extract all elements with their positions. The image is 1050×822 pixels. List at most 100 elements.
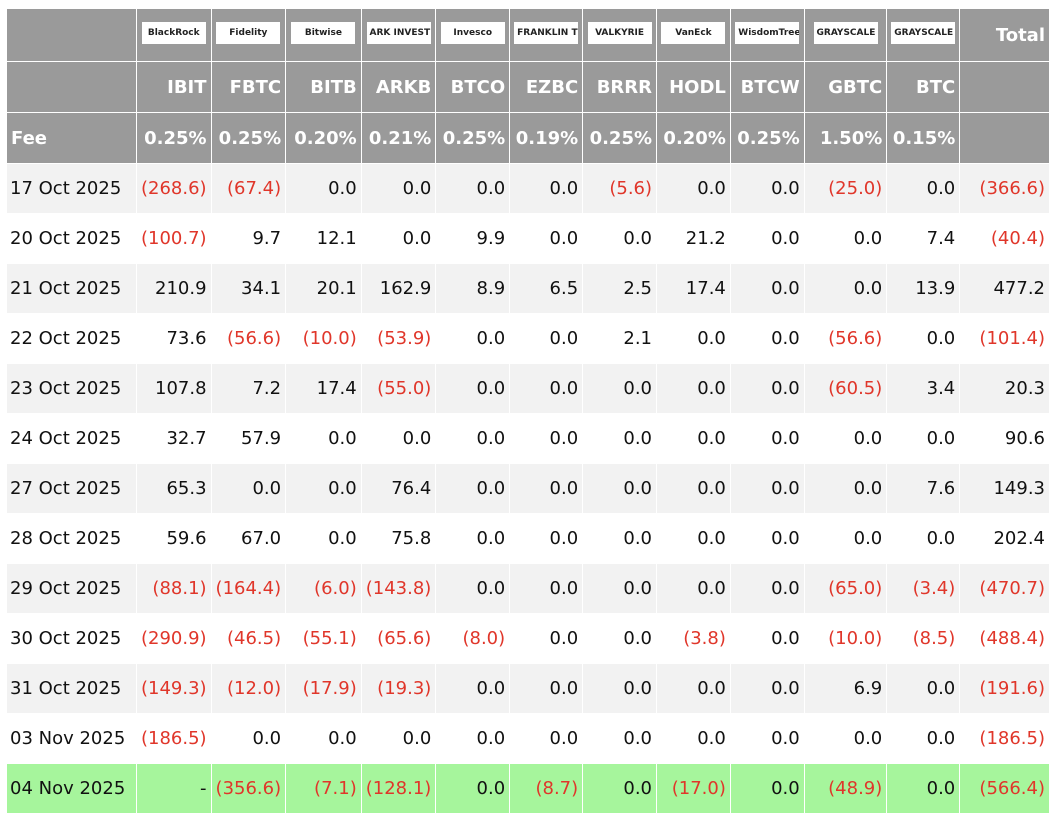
fee: 0.20%	[656, 112, 731, 164]
flow-cell: 0.0	[210, 713, 287, 764]
issuer-logo: VALKYRIE	[587, 21, 652, 44]
flow-cell: 75.8	[360, 513, 437, 564]
flow-cell: (53.9)	[360, 313, 437, 364]
flow-cell: 0.0	[656, 313, 731, 364]
fee-row: Fee 0.25% 0.25% 0.20% 0.21% 0.25% 0.19% 0.25% 0.…	[6, 112, 1050, 164]
flow-cell: 0.0	[886, 313, 961, 364]
flow-cell: 0.0	[582, 363, 658, 414]
flow-cell: 17.4	[656, 263, 731, 314]
flow-cell: (6.0)	[285, 563, 362, 614]
flow-cell: 0.0	[285, 163, 362, 214]
flow-cell: 0.0	[509, 613, 584, 664]
logo-cell: Invesco	[435, 8, 511, 62]
data-row: 30 Oct 2025 (290.9) (46.5) (55.1) (65.6) (8.0…	[6, 613, 1050, 664]
flow-cell: (60.5)	[803, 363, 888, 414]
flow-cell: 0.0	[656, 663, 731, 714]
flow-cell: 0.0	[729, 313, 805, 364]
flow-cell: (149.3)	[135, 663, 212, 714]
issuer-logo: WisdomTree	[735, 21, 800, 44]
date-cell: 28 Oct 2025	[6, 513, 137, 564]
flow-cell: 0.0	[729, 563, 805, 614]
data-row: 23 Oct 2025 107.8 7.2 17.4 (55.0) 0.0 0.0 0.0 0.…	[6, 363, 1050, 414]
flow-cell: 0.0	[435, 713, 511, 764]
flow-cell: 0.0	[803, 263, 888, 314]
flow-cell: (48.9)	[803, 763, 888, 814]
ticker-row: IBIT FBTC BITB ARKB BTCO EZBC BRRR HODL BTCW GBTC…	[6, 61, 1050, 113]
ticker: HODL	[656, 61, 731, 113]
flow-cell: 76.4	[360, 463, 437, 514]
flow-cell: 0.0	[435, 313, 511, 364]
flow-cell: 162.9	[360, 263, 437, 314]
flow-cell: 0.0	[509, 213, 584, 264]
data-row: 04 Nov 2025- (356.6) (7.1) (128.1) 0.0 (8.7) 0…	[6, 763, 1050, 814]
flow-cell: 0.0	[582, 463, 658, 514]
flow-cell: 0.0	[435, 763, 511, 814]
logo-cell: Bitwise	[285, 8, 362, 62]
flow-cell: 0.0	[886, 763, 961, 814]
ticker: FBTC	[210, 61, 287, 113]
date-cell: 21 Oct 2025	[6, 263, 137, 314]
data-row: 31 Oct 2025 (149.3) (12.0) (17.9) (19.3) 0.0 0…	[6, 663, 1050, 714]
flow-cell: (143.8)	[360, 563, 437, 614]
flow-cell: 0.0	[582, 513, 658, 564]
flow-cell: 0.0	[509, 563, 584, 614]
total-header: Total	[959, 8, 1050, 62]
fee: 0.21%	[360, 112, 437, 164]
flow-cell: 17.4	[285, 363, 362, 414]
flow-cell: 0.0	[886, 663, 961, 714]
flow-cell: 210.9	[135, 263, 212, 314]
flow-cell: (101.4)	[959, 313, 1050, 364]
flow-cell: 8.9	[435, 263, 511, 314]
flow-cell: (7.1)	[285, 763, 362, 814]
flow-cell: 34.1	[210, 263, 287, 314]
flow-cell: (186.5)	[135, 713, 212, 764]
date-cell: 03 Nov 2025	[6, 713, 137, 764]
flow-cell: (10.0)	[285, 313, 362, 364]
flow-cell: (100.7)	[135, 213, 212, 264]
flow-cell: (46.5)	[210, 613, 287, 664]
logo-row: BlackRock Fidelity Bitwise ARK INVEST Invesc…	[6, 8, 1050, 62]
flow-cell: 107.8	[135, 363, 212, 414]
date-cell: 04 Nov 2025	[6, 763, 137, 814]
flow-cell: 0.0	[656, 713, 731, 764]
logo-cell: BlackRock	[135, 8, 212, 62]
flow-cell: 0.0	[803, 463, 888, 514]
flow-cell: 9.9	[435, 213, 511, 264]
flow-cell: (488.4)	[959, 613, 1050, 664]
flow-cell: (366.6)	[959, 163, 1050, 214]
issuer-logo: GRAYSCALE	[891, 21, 956, 44]
flow-cell: 0.0	[729, 163, 805, 214]
flow-cell: 0.0	[656, 163, 731, 214]
flow-cell: 0.0	[435, 413, 511, 464]
flow-cell: (8.0)	[435, 613, 511, 664]
flow-cell: (164.4)	[210, 563, 287, 614]
flow-cell: 0.0	[582, 213, 658, 264]
flow-cell: 7.6	[886, 463, 961, 514]
issuer-logo: Bitwise	[291, 21, 356, 44]
flow-cell: 0.0	[509, 663, 584, 714]
flow-cell: 0.0	[729, 663, 805, 714]
flow-cell: 0.0	[729, 263, 805, 314]
flow-cell: 0.0	[656, 363, 731, 414]
empty-cell	[959, 112, 1050, 164]
data-row: 22 Oct 2025 73.6 (56.6) (10.0) (53.9) 0.0 0.0 2…	[6, 313, 1050, 364]
fee: 0.15%	[886, 112, 961, 164]
flow-cell: 32.7	[135, 413, 212, 464]
data-row: 17 Oct 2025 (268.6) (67.4) 0.0 0.0 0.0 0.0 (5.6…	[6, 163, 1050, 214]
issuer-logo: BlackRock	[141, 21, 206, 44]
flow-cell: (88.1)	[135, 563, 212, 614]
logo-cell: VanEck	[656, 8, 731, 62]
date-cell: 20 Oct 2025	[6, 213, 137, 264]
ticker: BTCO	[435, 61, 511, 113]
flow-cell: 0.0	[729, 213, 805, 264]
data-row: 28 Oct 2025 59.6 67.0 0.0 75.8 0.0 0.0 0.0 0.0 0.…	[6, 513, 1050, 564]
flow-cell: 13.9	[886, 263, 961, 314]
flow-cell: (128.1)	[360, 763, 437, 814]
date-cell: 31 Oct 2025	[6, 663, 137, 714]
flow-cell: 0.0	[729, 763, 805, 814]
flow-cell: (17.0)	[656, 763, 731, 814]
logo-cell: VALKYRIE	[582, 8, 658, 62]
empty-cell	[959, 61, 1050, 113]
flow-cell: 0.0	[803, 513, 888, 564]
fee: 0.25%	[582, 112, 658, 164]
